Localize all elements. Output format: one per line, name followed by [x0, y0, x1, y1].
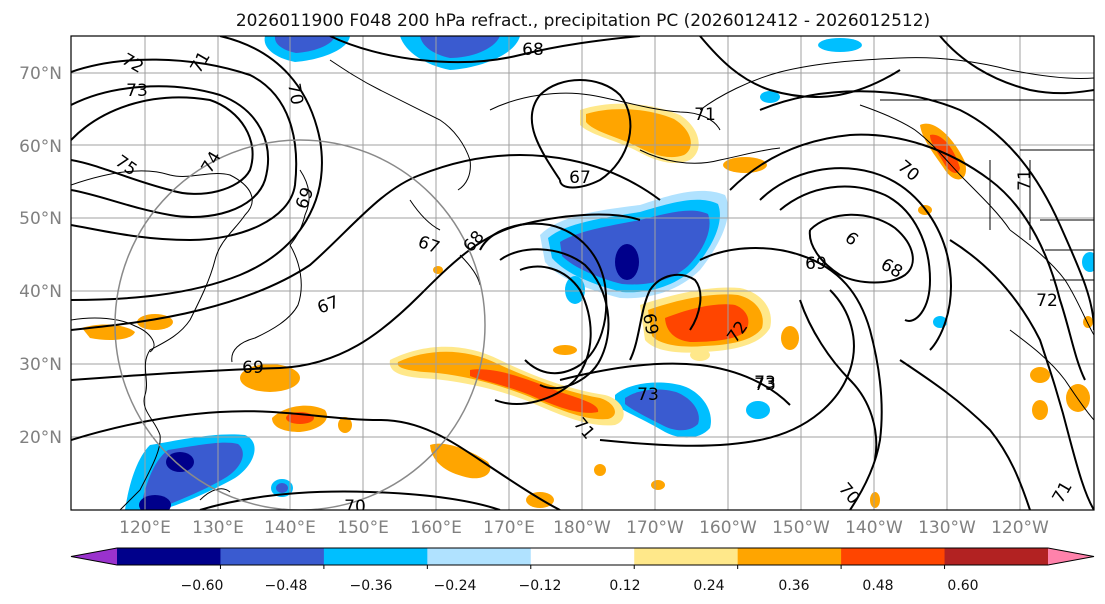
- colorbar-swatches: [70, 547, 1095, 566]
- contour-label: 70: [344, 497, 366, 517]
- lon-label: 120°E: [119, 518, 171, 538]
- contour-label: 73: [126, 81, 148, 101]
- contour-label: 73: [637, 385, 659, 405]
- colorbar-tick-label: −0.12: [519, 578, 562, 594]
- contour-label: 69: [805, 254, 827, 274]
- colorbar-tick-label: 0.48: [862, 578, 893, 594]
- colorbar-tick-label: 0.12: [609, 578, 640, 594]
- colorbar-tick-label: −0.48: [265, 578, 308, 594]
- coastlines: [71, 57, 1094, 510]
- colorbar-ticks: [219, 565, 946, 569]
- colorbar-tick-labels: −0.60 −0.48 −0.36 −0.24 −0.12 0.12 0.24 …: [181, 578, 979, 594]
- colorbar-swatch: [944, 548, 1049, 565]
- contour-label: 71: [694, 105, 716, 125]
- contour-label: 73: [754, 373, 776, 393]
- map-title: 2026011900 F048 200 hPa refract., precip…: [236, 11, 930, 31]
- contour-label: 73: [754, 375, 776, 395]
- latitude-labels: 70°N 60°N 50°N 40°N 30°N 20°N: [19, 64, 62, 448]
- contour-label: 72: [1036, 291, 1058, 311]
- range-circle: [114, 139, 486, 510]
- contour-label: 69: [638, 312, 661, 337]
- lon-label: 130°W: [918, 518, 976, 538]
- lon-label: 140°E: [264, 518, 316, 538]
- colorbar-swatch: [427, 548, 532, 565]
- lon-label: 180°W: [553, 518, 611, 538]
- colorbar-tick-label: −0.36: [350, 578, 393, 594]
- lon-label: 150°W: [772, 518, 830, 538]
- lat-label-60n: 60°N: [19, 137, 62, 157]
- colorbar-tick-label: 0.60: [947, 578, 978, 594]
- colorbar-swatch: [841, 548, 946, 565]
- lon-label: 170°W: [626, 518, 684, 538]
- lon-label: 160°E: [410, 518, 462, 538]
- lon-label: 140°W: [845, 518, 903, 538]
- colorbar-min-extend: [71, 548, 117, 565]
- lat-label-30n: 30°N: [19, 355, 62, 375]
- lon-label: 160°W: [699, 518, 757, 538]
- colorbar-swatch: [737, 548, 842, 565]
- lat-label-50n: 50°N: [19, 209, 62, 229]
- colorbar-tick-label: 0.36: [778, 578, 809, 594]
- colorbar-swatch: [117, 548, 221, 565]
- contour-label: 70: [283, 82, 306, 107]
- contour-label: 69: [242, 358, 264, 378]
- lon-label: 170°E: [483, 518, 535, 538]
- lat-label-20n: 20°N: [19, 428, 62, 448]
- colorbar-outline: [70, 547, 1095, 566]
- colorbar-max-extend: [1048, 548, 1094, 565]
- positive-precip-areas: [82, 103, 1093, 508]
- colorbar-tick-label: 0.24: [693, 578, 724, 594]
- longitude-labels: 120°E 130°E 140°E 150°E 160°E 170°E 180°…: [119, 518, 1049, 538]
- lat-label-70n: 70°N: [19, 64, 62, 84]
- colorbar-tick-label: −0.60: [181, 578, 224, 594]
- map-frame: [70, 35, 1095, 511]
- colorbar-swatch: [634, 548, 739, 565]
- map-panel: 68 72 73 71 70 75 74 67 68 67 67 69 73 7…: [71, 36, 1094, 517]
- lon-label: 120°W: [991, 518, 1049, 538]
- contour-label: 67: [569, 168, 591, 188]
- colorbar-swatch: [220, 548, 325, 565]
- lon-label: 150°E: [337, 518, 389, 538]
- colorbar-swatch: [530, 548, 635, 565]
- colorbar-tick-label: −0.24: [434, 578, 477, 594]
- contour-label: 71: [1015, 169, 1035, 191]
- lat-label-40n: 40°N: [19, 282, 62, 302]
- precipitation-shading: [82, 36, 1094, 510]
- refractivity-contours: [71, 36, 1094, 510]
- lon-label: 130°E: [192, 518, 244, 538]
- colorbar-swatch: [323, 548, 428, 565]
- colorbar: −0.60 −0.48 −0.36 −0.24 −0.12 0.12 0.24 …: [70, 547, 1095, 594]
- contour-label: 68: [522, 40, 544, 60]
